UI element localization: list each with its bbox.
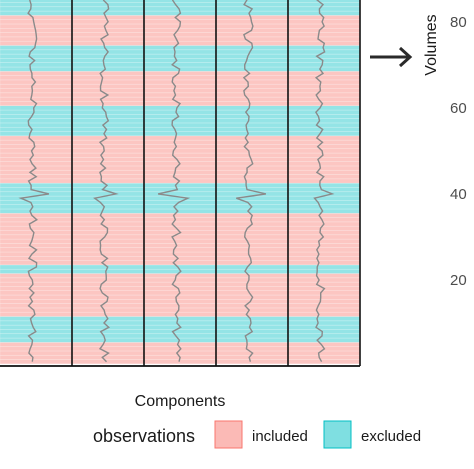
y-tick-label: 60 [450,100,467,117]
volume-row-54 [0,131,361,137]
volume-row-73 [0,49,361,55]
volume-row-7 [0,333,361,339]
y-axis-title: Volumes [423,14,440,75]
volume-row-75 [0,40,361,46]
volume-row-58 [0,114,361,119]
plot-rows [0,0,361,365]
volume-row-71 [0,58,361,63]
volume-row-29 [0,238,361,244]
volume-row-68 [0,70,361,76]
volume-row-78 [0,27,361,33]
volume-row-14 [0,303,361,309]
volume-row-16 [0,294,361,300]
volume-row-70 [0,62,361,68]
volume-row-72 [0,53,361,59]
component-trace-2 [93,0,119,363]
volume-row-3 [0,350,361,356]
volume-row-5 [0,342,361,347]
volume-row-41 [0,187,361,193]
volume-row-85 [0,0,361,3]
volume-row-53 [0,135,361,141]
volume-row-18 [0,286,361,292]
volume-row-56 [0,122,361,128]
volume-row-10 [0,320,361,326]
volume-row-21 [0,273,361,279]
right-arrow-icon [370,46,413,68]
volume-row-35 [0,212,361,218]
volume-row-48 [0,157,361,162]
x-axis-title: Components [135,393,226,410]
volume-row-62 [0,96,361,102]
y-tick-label: 80 [450,14,467,31]
volume-row-12 [0,311,361,317]
volume-row-30 [0,234,361,240]
component-trace-4 [236,0,267,362]
volume-row-55 [0,126,361,132]
plot-frame [0,0,361,367]
legend-label-included: included [252,428,308,445]
volume-row-42 [0,182,361,188]
volume-row-40 [0,191,361,197]
legend-label-excluded: excluded [361,428,421,445]
volume-row-20 [0,277,361,283]
legend-swatch-excluded [323,420,352,449]
volume-row-84 [0,2,361,8]
volume-row-67 [0,75,361,81]
volume-row-77 [0,32,361,38]
volume-row-50 [0,148,361,154]
volume-row-57 [0,118,361,124]
volume-row-52 [0,139,361,145]
legend-swatch-included [214,420,243,449]
y-tick-label: 40 [450,186,467,203]
volume-row-8 [0,329,361,335]
volume-row-44 [0,174,361,180]
component-traces [18,0,335,363]
legend: observations included excluded [93,420,421,449]
component-trace-3 [157,0,191,362]
volume-row-19 [0,281,361,287]
component-trace-5 [313,0,335,363]
volume-row-24 [0,260,361,266]
volume-row-64 [0,88,361,94]
volume-row-11 [0,316,361,322]
volume-row-15 [0,299,361,304]
y-tick-label: 20 [450,272,467,289]
volume-row-76 [0,36,361,42]
volume-row-65 [0,83,361,89]
y-axis-ticks: 20 40 60 80 [450,14,467,289]
volume-row-25 [0,255,361,261]
volume-row-23 [0,264,361,270]
volume-row-26 [0,251,361,257]
volume-row-34 [0,217,361,223]
volume-row-59 [0,109,361,115]
volume-row-37 [0,204,361,210]
volume-row-81 [0,15,361,20]
volume-row-74 [0,45,361,51]
component-trace-1 [18,0,50,362]
volume-row-46 [0,165,361,171]
volume-row-28 [0,243,361,248]
volume-row-45 [0,169,361,175]
volume-row-33 [0,221,361,227]
volume-row-36 [0,208,361,214]
legend-title: observations [93,426,195,446]
volume-row-51 [0,144,361,150]
volume-row-49 [0,152,361,158]
volume-row-13 [0,307,361,313]
volume-row-60 [0,105,361,111]
volume-row-27 [0,247,361,253]
volume-row-63 [0,92,361,98]
volume-row-66 [0,79,361,85]
volume-row-32 [0,225,361,231]
